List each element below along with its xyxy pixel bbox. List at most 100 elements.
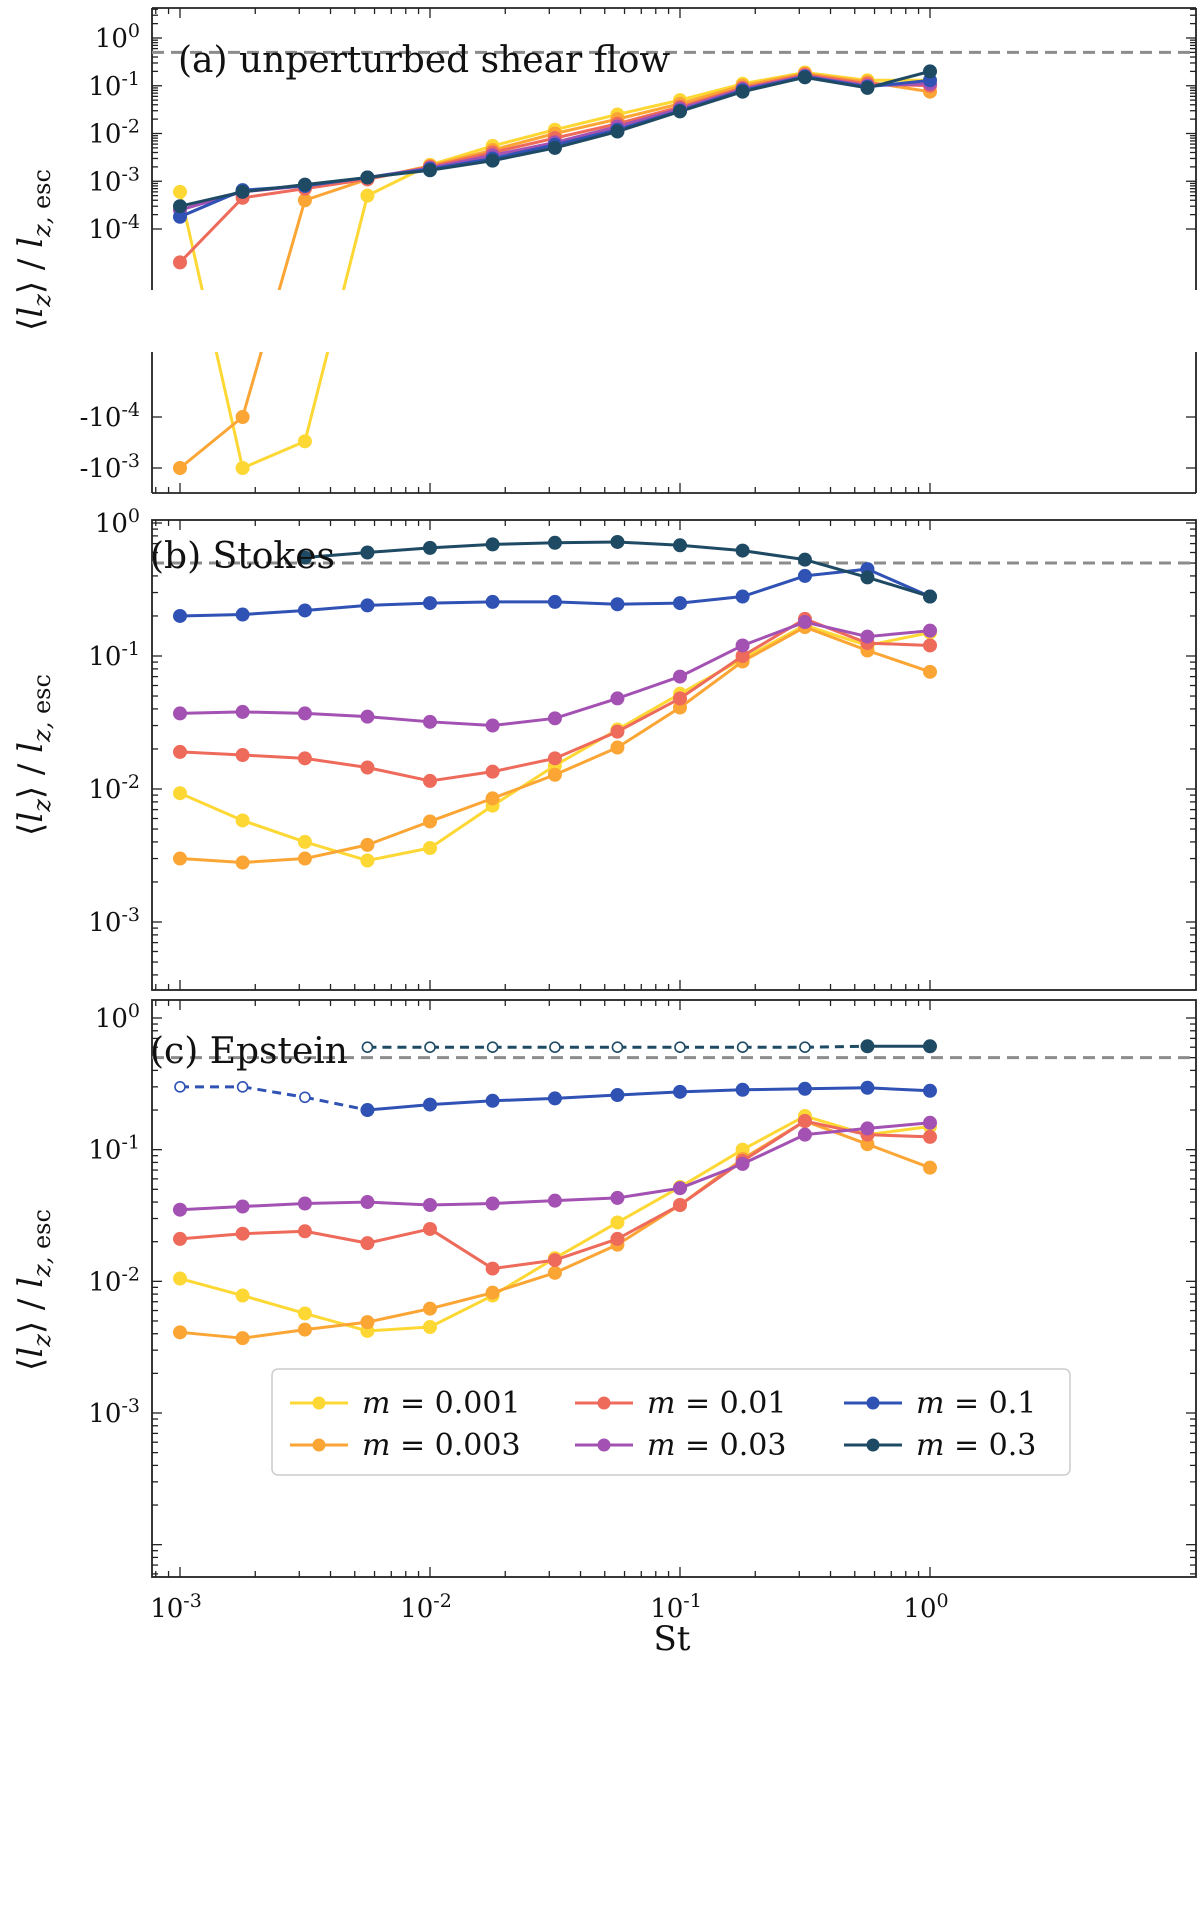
series-line-m0001 <box>367 1325 431 1333</box>
series-line-m01 <box>304 603 368 612</box>
series-line-m0003 <box>179 857 243 865</box>
series-line-m001 <box>616 1203 681 1241</box>
series-line-m003 <box>617 107 681 128</box>
series-line-m03 <box>679 543 743 553</box>
data-point-m01 <box>485 1093 500 1108</box>
data-point-m01 <box>673 1084 687 1099</box>
data-point-m0001 <box>297 1306 312 1321</box>
series-line-m01 <box>804 1086 868 1091</box>
x-axis-label-group: St <box>654 1619 691 1659</box>
data-point-m03 <box>547 140 562 155</box>
data-point-m0003 <box>235 855 250 870</box>
series-line-m0003 <box>804 625 868 652</box>
legend-label: m = 0.003 <box>362 1428 521 1463</box>
series-line-m03 <box>742 75 806 94</box>
series-line-m001 <box>179 1232 243 1241</box>
series-line-m0001 <box>616 1185 681 1224</box>
axes-frame-b <box>151 519 1197 991</box>
series-line-m0001 <box>554 113 618 132</box>
data-point-m03 <box>923 64 937 79</box>
legend-item-m0001: m = 0.001 <box>290 1386 521 1421</box>
series-line-m01 <box>367 1103 431 1112</box>
series-line-m001 <box>367 1227 431 1245</box>
series-line-m01 <box>304 1095 368 1112</box>
legend-swatch-marker <box>312 1396 326 1410</box>
series-line-m0003 <box>741 625 806 663</box>
series-line-m0001 <box>179 1277 243 1297</box>
series-line-m0003 <box>367 1307 431 1324</box>
series-line-m001 <box>429 1227 494 1270</box>
data-point-m03 <box>549 1041 561 1054</box>
series-line-m0001 <box>741 1114 806 1151</box>
series-group-a <box>173 64 937 475</box>
series-line-m03 <box>804 75 868 90</box>
series-line-m0001 <box>242 819 306 844</box>
data-point-m003 <box>235 1199 250 1214</box>
series-line-m003 <box>554 696 618 720</box>
data-point-m001 <box>297 1224 312 1239</box>
series-line-m03 <box>492 541 555 546</box>
series-line-m001 <box>804 1119 868 1137</box>
series-line-m01 <box>367 601 431 607</box>
data-point-m01 <box>797 568 812 583</box>
series-line-m0001 <box>214 352 245 469</box>
legend-swatch-marker <box>866 1438 880 1452</box>
series-line-m03 <box>429 159 493 172</box>
series-line-m003 <box>179 1205 243 1212</box>
data-point-m003 <box>735 1156 750 1171</box>
series-line-m001 <box>429 770 493 783</box>
data-point-m03 <box>610 534 625 549</box>
axes-frame-c <box>151 999 1197 1578</box>
series-line-m03 <box>679 90 744 113</box>
data-point-m003 <box>547 1193 562 1208</box>
data-point-m003 <box>297 706 312 721</box>
data-point-m03 <box>923 589 937 604</box>
data-point-m001 <box>673 1197 687 1212</box>
legend-item-m03: m = 0.3 <box>844 1428 1036 1463</box>
data-point-m003 <box>547 711 562 726</box>
series-line-m0003 <box>429 796 494 823</box>
y-tick-label: 10-1 <box>88 638 140 672</box>
y-tick-label: -10-3 <box>80 450 140 484</box>
data-point-m01 <box>299 1091 311 1104</box>
series-line-m0001 <box>242 1294 306 1315</box>
series-line-m003 <box>867 1121 931 1130</box>
series-line-m001 <box>242 1229 305 1236</box>
series-line-m001 <box>554 730 619 760</box>
data-point-m0003 <box>610 740 625 755</box>
data-point-m001 <box>423 1221 437 1236</box>
series-line-m0001 <box>304 1312 368 1333</box>
data-point-m03 <box>860 570 875 585</box>
panel-title-b: (b) Stokes <box>150 536 335 577</box>
series-line-m0003 <box>492 132 556 152</box>
series-line-m003 <box>741 1133 806 1166</box>
series-line-m001 <box>741 1119 806 1163</box>
series-line-m01 <box>242 608 306 617</box>
series-line-m01 <box>554 1093 618 1100</box>
data-point-m03 <box>547 535 562 550</box>
series-line-m01 <box>679 595 743 605</box>
legend-item-m003: m = 0.03 <box>575 1428 786 1463</box>
data-point-m03 <box>173 199 187 214</box>
data-point-m001 <box>235 748 250 763</box>
y-tick-label: 10-2 <box>88 771 140 805</box>
data-point-m003 <box>485 718 500 733</box>
data-point-m0003 <box>235 1331 250 1346</box>
data-point-m01 <box>610 597 625 612</box>
series-line-m01 <box>554 128 618 147</box>
series-line-m01 <box>242 1085 306 1099</box>
x-tick-label: 10-1 <box>650 1590 702 1624</box>
series-line-m003 <box>179 710 243 715</box>
series-line-m03 <box>367 546 431 555</box>
series-line-m003 <box>429 1202 493 1207</box>
series-line-m0003 <box>242 1328 306 1340</box>
data-point-m0003 <box>235 410 250 424</box>
data-point-m0001 <box>610 1215 625 1230</box>
series-line-m0001 <box>492 128 556 148</box>
panel-title-c: (c) Epstein <box>150 1031 348 1072</box>
panel-a: 100 10-1 10-2 10-3 10-4 -10-4 -10-3 (a) unpertu… <box>11 7 1197 494</box>
series-line-m0003 <box>242 857 306 865</box>
data-point-m001 <box>923 1129 937 1144</box>
series-line-m01 <box>679 1088 743 1094</box>
series-line-m0001 <box>867 1124 931 1137</box>
